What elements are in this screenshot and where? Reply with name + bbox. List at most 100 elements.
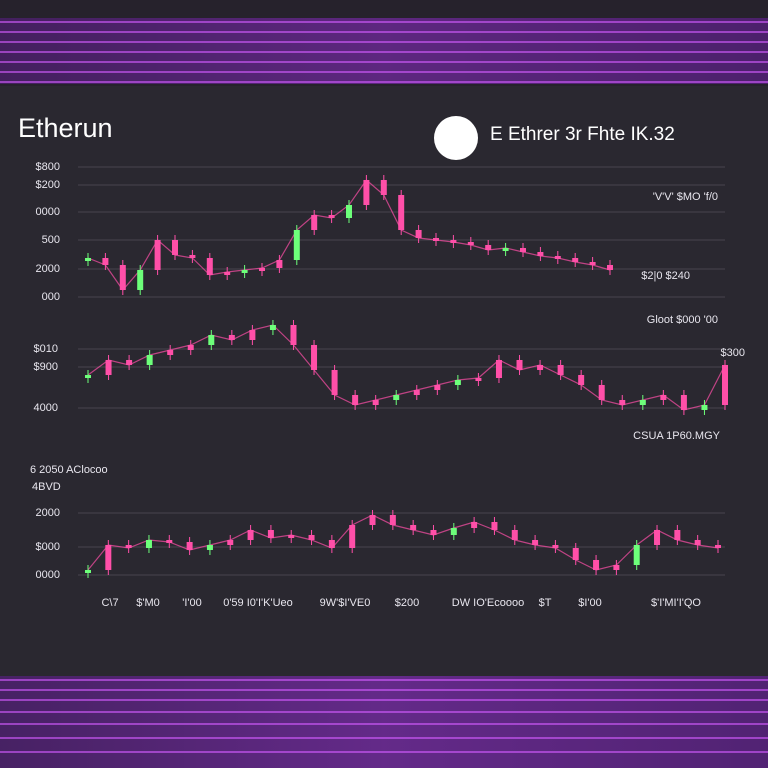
candle — [167, 350, 174, 355]
price-line — [87, 514, 719, 571]
candle — [680, 395, 687, 410]
x-tick-label: C\7 — [101, 597, 118, 609]
x-tick-label: DW IO'Ecoooo — [452, 597, 524, 609]
candle — [589, 262, 596, 265]
candle — [502, 248, 509, 251]
candle — [613, 565, 620, 570]
candle — [290, 325, 297, 345]
candle — [434, 385, 441, 390]
candle — [430, 530, 437, 535]
candle — [593, 560, 600, 570]
candle — [166, 540, 173, 543]
candle — [126, 360, 133, 365]
top-band — [0, 0, 768, 86]
candle — [172, 240, 178, 255]
annotation: 4BVD — [32, 481, 61, 493]
candle — [331, 370, 338, 395]
x-tick-label: $'M0 — [136, 597, 160, 609]
candle — [105, 360, 112, 375]
candle — [352, 395, 359, 405]
candle — [85, 375, 91, 378]
y-tick-label: 4000 — [34, 402, 58, 414]
candle — [146, 355, 153, 365]
y-tick-label: $010 — [34, 343, 58, 355]
x-tick-label: 'I'00 — [182, 597, 202, 609]
title: Etherun — [18, 113, 113, 143]
candle — [516, 360, 523, 370]
candle — [288, 535, 295, 538]
y-tick-label: $800 — [36, 161, 60, 173]
candle — [308, 535, 315, 540]
candle — [328, 540, 335, 548]
y-tick-label: 500 — [42, 234, 60, 246]
x-tick-label: $'I'MI'I'QO — [651, 597, 701, 609]
x-tick-label: 0'59 I0'I'K'Ueo — [223, 597, 293, 609]
candle — [475, 378, 482, 381]
candle — [413, 390, 420, 395]
annotation: $2|0 $240 — [641, 270, 690, 282]
candle — [247, 530, 254, 540]
annotation: 6 2050 AClocoo — [30, 464, 108, 476]
candle — [598, 385, 605, 400]
annotation: CSUA 1P60.MGY — [633, 430, 720, 442]
y-tick-label: 0000 — [36, 569, 60, 581]
candle — [125, 545, 132, 548]
candle — [85, 570, 91, 573]
annotation: $300 — [721, 347, 745, 359]
candle — [346, 205, 352, 218]
candle — [532, 540, 539, 545]
x-tick-label: $T — [539, 597, 552, 609]
candle — [389, 515, 396, 525]
candle — [105, 545, 112, 570]
price-line — [87, 324, 726, 411]
candle — [241, 270, 248, 273]
candle — [154, 240, 161, 270]
y-tick-label: 2000 — [36, 507, 60, 519]
candle — [186, 542, 193, 550]
candle — [372, 400, 379, 405]
candle — [145, 540, 152, 548]
annotation: Gloot $000 '00 — [647, 314, 718, 326]
candle — [491, 522, 498, 530]
candle — [227, 540, 234, 545]
candle — [537, 365, 544, 370]
candle — [660, 395, 667, 400]
candle — [467, 242, 474, 245]
subtitle: E Ethrer 3r Fhte IK.32 — [490, 124, 675, 145]
candle — [511, 530, 518, 540]
candle — [293, 230, 300, 260]
candle — [119, 265, 126, 290]
candle — [369, 515, 376, 525]
candle — [537, 252, 544, 256]
candle — [557, 365, 564, 375]
candle — [206, 545, 213, 550]
candle — [363, 180, 370, 205]
candle — [639, 400, 646, 405]
x-tick-label: $200 — [395, 597, 419, 609]
candle — [674, 530, 681, 540]
candle — [208, 335, 215, 345]
candle — [433, 238, 439, 241]
candle — [578, 375, 585, 385]
candle — [454, 380, 461, 385]
candle — [187, 345, 194, 350]
candle — [228, 335, 235, 340]
candle — [269, 325, 276, 330]
candle — [206, 258, 213, 275]
candle — [619, 400, 626, 405]
y-tick-label: $200 — [36, 179, 60, 191]
candle — [311, 345, 318, 370]
candle — [485, 245, 492, 250]
candle — [85, 258, 91, 261]
candle — [328, 215, 335, 218]
y-tick-label: $900 — [34, 361, 58, 373]
candle — [311, 215, 318, 230]
candle — [249, 330, 256, 340]
candle — [495, 360, 502, 378]
candle — [722, 365, 728, 405]
y-tick-label: 0000 — [36, 206, 60, 218]
candle — [410, 525, 417, 530]
candle — [554, 256, 561, 259]
candle — [607, 265, 613, 270]
x-tick-label: $I'00 — [578, 597, 602, 609]
